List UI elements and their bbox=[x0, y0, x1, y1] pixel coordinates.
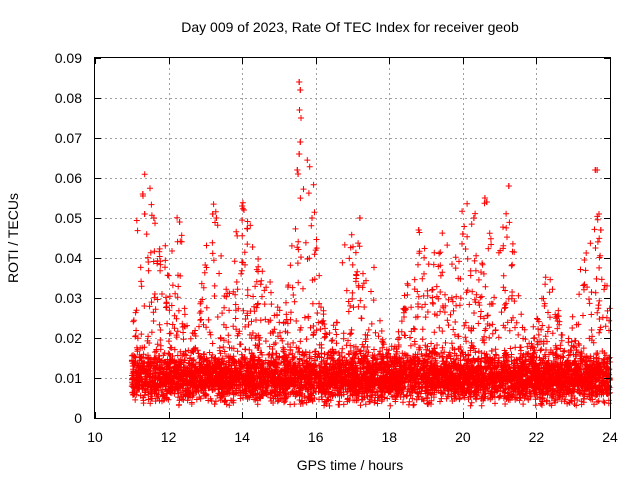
y-tick-label: 0.03 bbox=[55, 290, 82, 306]
data-point bbox=[297, 139, 304, 145]
data-point bbox=[295, 171, 302, 177]
data-point bbox=[459, 231, 466, 237]
data-point bbox=[294, 167, 301, 173]
data-point bbox=[298, 115, 304, 121]
chart-title: Day 009 of 2023, Rate Of TEC Index for r… bbox=[181, 19, 519, 35]
y-tick-labels: 0 0.01 0.02 0.03 0.04 0.05 0.06 0.07 0.08 0.09 bbox=[55, 50, 82, 426]
data-point bbox=[296, 107, 303, 113]
y-tick-label: 0.07 bbox=[55, 130, 82, 146]
data-point bbox=[240, 207, 247, 213]
y-tick-label: 0.08 bbox=[55, 90, 82, 106]
data-point bbox=[481, 195, 488, 201]
x-tick-label: 12 bbox=[161, 429, 177, 445]
x-tick-labels: 10 12 14 16 18 20 22 24 bbox=[87, 429, 618, 445]
x-tick-label: 14 bbox=[234, 429, 250, 445]
data-point bbox=[176, 219, 183, 225]
y-tick-label: 0.09 bbox=[55, 50, 82, 66]
data-point bbox=[296, 79, 303, 85]
data-point bbox=[209, 211, 216, 217]
x-tick-label: 22 bbox=[529, 429, 545, 445]
plot-frame bbox=[94, 57, 611, 419]
y-tick-label: 0 bbox=[74, 410, 82, 426]
x-axis-label: GPS time / hours bbox=[297, 457, 404, 473]
x-tick-label: 10 bbox=[87, 429, 103, 445]
y-tick-label: 0.05 bbox=[55, 210, 82, 226]
data-point bbox=[483, 199, 490, 205]
x-tick-label: 20 bbox=[455, 429, 471, 445]
data-point bbox=[139, 191, 146, 197]
data-point bbox=[213, 215, 220, 221]
data-point bbox=[505, 183, 512, 189]
data-point bbox=[239, 203, 246, 209]
data-point bbox=[356, 215, 363, 221]
data-point bbox=[297, 87, 304, 93]
y-tick-label: 0.04 bbox=[55, 250, 82, 266]
data-point bbox=[309, 215, 316, 221]
data-point bbox=[296, 151, 303, 157]
x-tick-label: 16 bbox=[308, 429, 324, 445]
y-axis-label: ROTI / TECUs bbox=[5, 193, 21, 283]
data-point bbox=[141, 211, 148, 217]
axis-ticks bbox=[95, 58, 611, 419]
y-tick-label: 0.01 bbox=[55, 370, 82, 386]
data-point bbox=[595, 211, 602, 217]
data-point bbox=[594, 167, 601, 173]
x-tick-label: 24 bbox=[602, 429, 618, 445]
roti-marker-path bbox=[128, 79, 613, 409]
data-point bbox=[470, 215, 477, 221]
data-points bbox=[128, 79, 613, 409]
y-tick-label: 0.02 bbox=[55, 330, 82, 346]
data-point bbox=[150, 215, 157, 221]
data-point bbox=[415, 227, 422, 233]
y-tick-label: 0.06 bbox=[55, 170, 82, 186]
x-tick-label: 18 bbox=[381, 429, 397, 445]
data-point bbox=[597, 227, 604, 233]
